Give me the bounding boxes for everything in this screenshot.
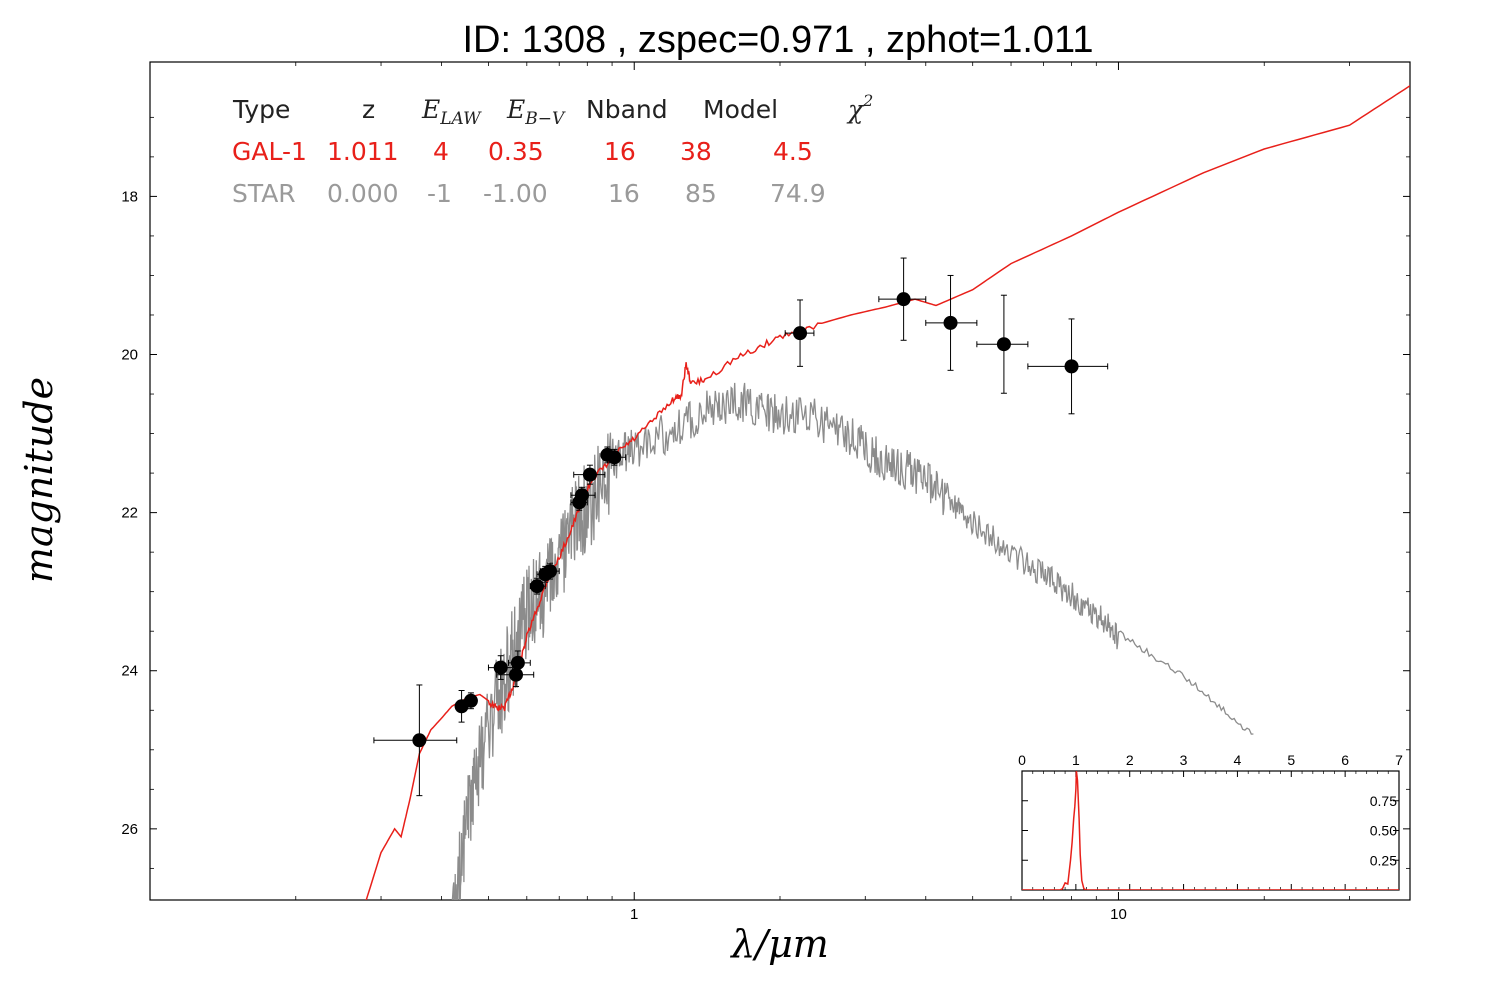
inset-probability-curve — [1022, 771, 1399, 890]
table-header-model: Model — [703, 95, 778, 124]
photometry-point — [604, 448, 627, 466]
table-cell: 4 — [433, 137, 449, 166]
photometry-point — [878, 257, 927, 341]
table-cell: 0.000 — [327, 179, 399, 208]
y-tick-label: 20 — [121, 347, 138, 364]
photometry-point — [570, 486, 596, 504]
photometry-point — [508, 650, 531, 676]
table-cell: STAR — [232, 179, 296, 208]
fit-table: Type z ELAW EB−V Nband Model χ2 GAL-1 1.… — [232, 91, 873, 208]
table-header-nband: Nband — [586, 95, 668, 124]
photometry-point — [784, 299, 815, 367]
table-cell: 38 — [680, 137, 712, 166]
inset-x-tick-label: 2 — [1126, 752, 1134, 768]
table-cell: -1 — [427, 179, 452, 208]
inset-x-tick-label: 6 — [1341, 752, 1349, 768]
inset-curve-layer — [1022, 771, 1399, 890]
table-cell: 0.35 — [488, 137, 544, 166]
photometry-point — [487, 655, 513, 680]
star-model-curve — [451, 382, 1254, 900]
table-cell: 74.9 — [770, 179, 826, 208]
photometry-point — [373, 684, 458, 797]
data-point-marker — [943, 315, 958, 330]
y-tick-label: 18 — [121, 188, 138, 205]
inset-y-tick-label: 0.25 — [1370, 852, 1397, 868]
data-point-marker — [996, 337, 1011, 352]
data-point-marker — [582, 467, 597, 482]
inset-x-tick-label: 3 — [1180, 752, 1188, 768]
y-tick-label: 24 — [121, 663, 138, 680]
photometry-point — [463, 692, 478, 710]
table-header-z: z — [362, 95, 375, 124]
photometry-point — [539, 562, 560, 580]
table-cell: 16 — [604, 137, 636, 166]
table-cell: 1.011 — [327, 137, 399, 166]
inset-x-tick-label: 5 — [1287, 752, 1295, 768]
data-point-marker — [493, 660, 508, 675]
table-header-elaw: ELAW — [421, 95, 482, 129]
chart-title: ID: 1308 , zspec=0.971 , zphot=1.011 — [463, 19, 1094, 61]
data-point-marker — [896, 292, 911, 307]
y-tick-label: 22 — [121, 505, 138, 522]
data-point-marker — [574, 488, 589, 503]
data-point-marker — [543, 564, 558, 579]
inset-x-tick-label: 0 — [1018, 752, 1026, 768]
inset-frame — [1021, 770, 1400, 891]
data-point-marker — [607, 450, 622, 465]
table-cell: 4.5 — [773, 137, 813, 166]
table-cell: 16 — [608, 179, 640, 208]
inset-panel: 0 1 2 3 4 5 6 7 0.25 0.50 0.75 — [1018, 752, 1403, 891]
table-header-ebv: EB−V — [506, 95, 566, 129]
photometry-point — [573, 464, 606, 485]
table-row-star: STAR 0.000 -1 -1.00 16 85 74.9 — [232, 179, 826, 208]
y-axis-label: magnitude — [17, 377, 61, 583]
x-tick-label: 1 — [630, 906, 638, 923]
data-point-marker — [412, 733, 427, 748]
x-tick-label: 10 — [1110, 906, 1127, 923]
table-header-type: Type — [232, 95, 290, 124]
photometry-point — [925, 274, 978, 371]
data-point-marker — [530, 579, 545, 594]
photometry-point — [529, 577, 546, 595]
table-cell: 85 — [685, 179, 717, 208]
table-row-galaxy: GAL-1 1.011 4 0.35 16 38 4.5 — [232, 137, 813, 166]
table-cell: -1.00 — [483, 179, 548, 208]
photometry-point — [454, 690, 469, 723]
photometry-point — [976, 294, 1029, 394]
inset-x-tick-label: 4 — [1234, 752, 1242, 768]
inset-ticks: 0 1 2 3 4 5 6 7 0.25 0.50 0.75 — [1018, 752, 1403, 890]
inset-x-tick-label: 1 — [1072, 752, 1080, 768]
photometry-points — [373, 257, 1109, 797]
table-cell: GAL-1 — [232, 137, 307, 166]
data-point-marker — [1064, 359, 1079, 374]
inset-y-tick-label: 0.50 — [1370, 823, 1397, 839]
inset-x-tick-label: 7 — [1395, 752, 1403, 768]
x-axis-label: λ/μm — [729, 922, 829, 966]
data-point-marker — [463, 693, 478, 708]
photometry-point — [1027, 318, 1109, 415]
inset-y-tick-label: 0.75 — [1370, 793, 1397, 809]
y-tick-label: 26 — [121, 821, 138, 838]
table-header-chi2: χ2 — [846, 91, 873, 124]
data-point-marker — [793, 326, 808, 341]
data-point-marker — [510, 655, 525, 670]
